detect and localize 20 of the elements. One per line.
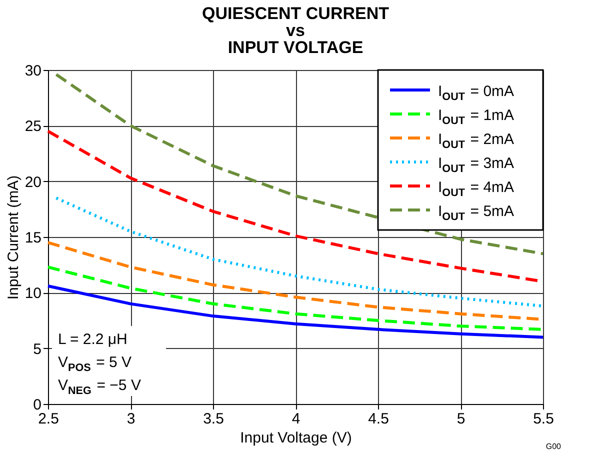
y-axis-title: Input Current (mA) xyxy=(4,175,22,300)
y-tick-label: 5 xyxy=(33,340,42,358)
chart-title: QUIESCENT CURRENT vs INPUT VOLTAGE xyxy=(202,4,390,57)
x-tick-label: 2.5 xyxy=(38,410,59,428)
x-tick-label: 4.5 xyxy=(368,410,389,428)
y-tick-label: 10 xyxy=(24,285,42,302)
x-axis-title: Input Voltage (V) xyxy=(240,430,352,446)
x-tick-label: 3 xyxy=(126,410,136,428)
y-tick-label: 0 xyxy=(33,396,42,414)
y-tick-label: 30 xyxy=(24,62,42,80)
annotation: L = 2.2 μH xyxy=(58,331,128,348)
line-series xyxy=(54,72,544,256)
x-tick-label: 4 xyxy=(292,410,300,428)
y-tick-label: 15 xyxy=(24,230,42,246)
y-tick-label: 25 xyxy=(24,118,42,136)
x-tick-label: 5.5 xyxy=(533,410,554,428)
text: G00 xyxy=(546,442,562,451)
x-tick-label: 3.5 xyxy=(203,410,224,428)
x-tick-label: 5 xyxy=(456,410,466,428)
y-tick-label: 20 xyxy=(24,174,42,191)
